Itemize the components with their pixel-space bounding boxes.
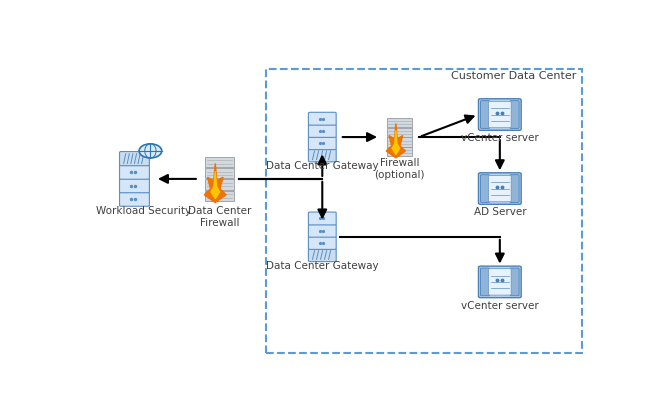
Text: Workload Security: Workload Security bbox=[96, 206, 191, 216]
FancyBboxPatch shape bbox=[510, 101, 519, 128]
FancyBboxPatch shape bbox=[489, 101, 511, 128]
FancyBboxPatch shape bbox=[308, 224, 336, 237]
FancyBboxPatch shape bbox=[387, 138, 412, 147]
FancyBboxPatch shape bbox=[489, 269, 511, 295]
FancyBboxPatch shape bbox=[205, 168, 234, 178]
Polygon shape bbox=[392, 130, 400, 154]
FancyBboxPatch shape bbox=[387, 117, 412, 127]
FancyBboxPatch shape bbox=[479, 266, 521, 298]
FancyBboxPatch shape bbox=[387, 127, 412, 137]
FancyBboxPatch shape bbox=[481, 175, 489, 202]
FancyBboxPatch shape bbox=[308, 137, 336, 150]
Text: Data Center Gateway: Data Center Gateway bbox=[266, 261, 378, 271]
Text: Data Center
Firewall: Data Center Firewall bbox=[188, 206, 251, 228]
Text: AD Server: AD Server bbox=[473, 207, 526, 217]
FancyBboxPatch shape bbox=[205, 191, 234, 201]
Circle shape bbox=[139, 144, 162, 158]
FancyBboxPatch shape bbox=[387, 148, 412, 156]
Text: Customer Data Center: Customer Data Center bbox=[451, 71, 576, 81]
Polygon shape bbox=[211, 171, 220, 199]
Text: Firewall
(optional): Firewall (optional) bbox=[374, 158, 425, 180]
FancyBboxPatch shape bbox=[205, 179, 234, 190]
Polygon shape bbox=[386, 123, 406, 158]
Polygon shape bbox=[205, 163, 226, 203]
FancyBboxPatch shape bbox=[308, 249, 336, 262]
FancyBboxPatch shape bbox=[510, 268, 519, 296]
FancyBboxPatch shape bbox=[308, 112, 336, 125]
FancyBboxPatch shape bbox=[120, 165, 149, 179]
FancyBboxPatch shape bbox=[308, 125, 336, 138]
FancyBboxPatch shape bbox=[120, 152, 149, 166]
FancyBboxPatch shape bbox=[481, 268, 489, 296]
FancyBboxPatch shape bbox=[308, 212, 336, 225]
FancyBboxPatch shape bbox=[120, 192, 149, 206]
FancyBboxPatch shape bbox=[479, 99, 521, 130]
Text: vCenter server: vCenter server bbox=[461, 133, 539, 143]
FancyBboxPatch shape bbox=[510, 175, 519, 202]
Text: Data Center Gateway: Data Center Gateway bbox=[266, 161, 378, 171]
FancyBboxPatch shape bbox=[308, 149, 336, 162]
FancyBboxPatch shape bbox=[308, 237, 336, 250]
FancyBboxPatch shape bbox=[481, 101, 489, 128]
FancyBboxPatch shape bbox=[489, 176, 511, 202]
FancyBboxPatch shape bbox=[205, 157, 234, 167]
FancyBboxPatch shape bbox=[120, 178, 149, 193]
Text: vCenter server: vCenter server bbox=[461, 301, 539, 311]
FancyBboxPatch shape bbox=[479, 173, 521, 204]
